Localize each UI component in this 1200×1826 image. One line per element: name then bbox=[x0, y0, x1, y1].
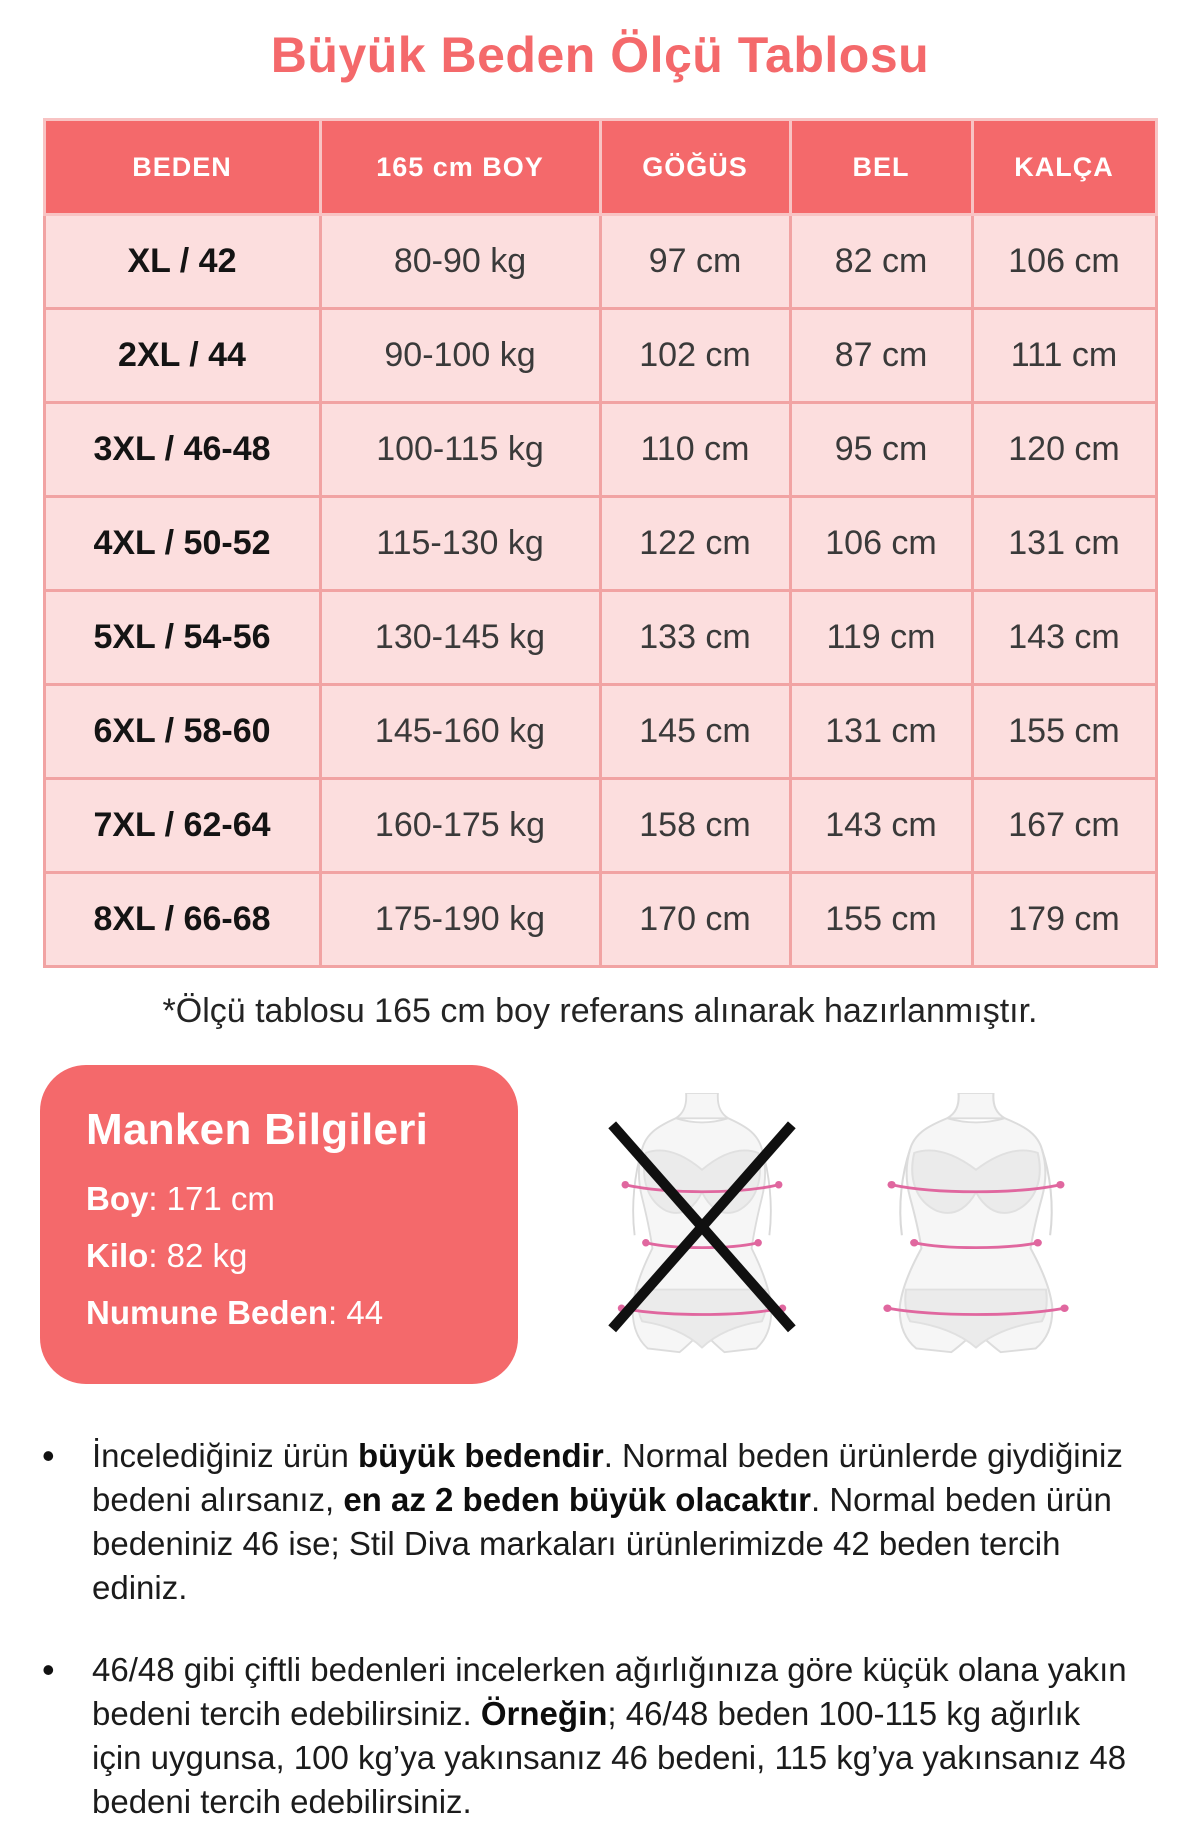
size-cell: 6XL / 58-60 bbox=[42, 683, 322, 780]
measurement-cell: 175-190 kg bbox=[318, 871, 602, 968]
measurement-cell: 106 cm bbox=[970, 213, 1158, 310]
measurement-cell: 119 cm bbox=[788, 589, 974, 686]
measurement-cell: 97 cm bbox=[598, 213, 792, 310]
table-row: 6XL / 58-60 145-160 kg 145 cm 131 cm 155 cm bbox=[42, 683, 1158, 780]
measurement-lines bbox=[621, 1183, 783, 1317]
model-info-line: Numune Beden: 44 bbox=[86, 1293, 384, 1331]
table-row: 2XL / 44 90-100 kg 102 cm 87 cm 111 cm bbox=[42, 307, 1158, 404]
size-cell: 4XL / 50-52 bbox=[42, 495, 322, 592]
model-info-lines: Boy: 171 cm Kilo: 82 kg Numune Beden: 44 bbox=[86, 1175, 474, 1337]
measurement-cell: 102 cm bbox=[598, 307, 792, 404]
measurement-cell: 106 cm bbox=[788, 495, 974, 592]
measurement-cell: 130-145 kg bbox=[318, 589, 602, 686]
measurement-cell: 143 cm bbox=[970, 589, 1158, 686]
measurement-cell: 145 cm bbox=[598, 683, 792, 780]
table-body: XL / 42 80-90 kg 97 cm 82 cm 106 cm 2XL / 44 9… bbox=[42, 213, 1158, 968]
table-row: XL / 42 80-90 kg 97 cm 82 cm 106 cm bbox=[42, 213, 1158, 310]
measurement-cell: 120 cm bbox=[970, 401, 1158, 498]
measurement-cell: 80-90 kg bbox=[318, 213, 602, 310]
measurement-cell: 100-115 kg bbox=[318, 401, 602, 498]
measurement-cell: 155 cm bbox=[788, 871, 974, 968]
model-info-label: Boy bbox=[86, 1180, 149, 1217]
column-header: GÖĞÜS bbox=[598, 118, 792, 216]
measurement-lines bbox=[887, 1183, 1065, 1317]
model-info-box: Manken Bilgileri Boy: 171 cm Kilo: 82 kg N… bbox=[40, 1065, 518, 1384]
measurement-cell: 179 cm bbox=[970, 871, 1158, 968]
measurement-cell: 133 cm bbox=[598, 589, 792, 686]
table-header-row: BEDEN 165 cm BOY GÖĞÜS BEL KALÇA bbox=[42, 118, 1158, 216]
measurement-cell: 167 cm bbox=[970, 777, 1158, 874]
bullet-dot: • bbox=[42, 1648, 55, 1690]
correct-body-figure bbox=[872, 1092, 1080, 1355]
column-header: BEL bbox=[788, 118, 974, 216]
table-row: 8XL / 66-68 175-190 kg 170 cm 155 cm 179 cm bbox=[42, 871, 1158, 968]
measurement-cell: 131 cm bbox=[970, 495, 1158, 592]
table-row: 4XL / 50-52 115-130 kg 122 cm 106 cm 131 cm bbox=[42, 495, 1158, 592]
slim-body-icon bbox=[608, 1092, 796, 1354]
column-header: BEDEN bbox=[42, 118, 322, 216]
measurement-cell: 111 cm bbox=[970, 307, 1158, 404]
measurement-cell: 122 cm bbox=[598, 495, 792, 592]
model-info-section: Manken Bilgileri Boy: 171 cm Kilo: 82 kg N… bbox=[40, 1065, 1160, 1384]
measurement-cell: 131 cm bbox=[788, 683, 974, 780]
table-row: 3XL / 46-48 100-115 kg 110 cm 95 cm 120 cm bbox=[42, 401, 1158, 498]
measurement-cell: 95 cm bbox=[788, 401, 974, 498]
measurement-cell: 87 cm bbox=[788, 307, 974, 404]
x-mark-icon bbox=[608, 1121, 796, 1333]
bullet-dot: • bbox=[42, 1434, 55, 1476]
size-cell: 8XL / 66-68 bbox=[42, 871, 322, 968]
page-title: Büyük Beden Ölçü Tablosu bbox=[270, 27, 930, 83]
measurement-cell: 158 cm bbox=[598, 777, 792, 874]
table-row: 7XL / 62-64 160-175 kg 158 cm 143 cm 167 cm bbox=[42, 777, 1158, 874]
measurement-cell: 155 cm bbox=[970, 683, 1158, 780]
note-text: 46/48 gibi çiftli bedenleri incelerken a… bbox=[92, 1650, 1127, 1820]
column-header: KALÇA bbox=[970, 118, 1158, 216]
table-footnote: *Ölçü tablosu 165 cm boy referans alınar… bbox=[162, 992, 1038, 1030]
size-cell: XL / 42 bbox=[42, 213, 322, 310]
measurement-cell: 170 cm bbox=[598, 871, 792, 968]
model-info-line: Boy: 171 cm bbox=[86, 1180, 275, 1217]
measurement-cell: 115-130 kg bbox=[318, 495, 602, 592]
size-cell: 7XL / 62-64 bbox=[42, 777, 322, 874]
measurement-cell: 160-175 kg bbox=[318, 777, 602, 874]
crossed-body-figure bbox=[598, 1092, 806, 1355]
measurement-cell: 82 cm bbox=[788, 213, 974, 310]
size-cell: 3XL / 46-48 bbox=[42, 401, 322, 498]
measurement-cell: 143 cm bbox=[788, 777, 974, 874]
note-text: İncelediğiniz ürün büyük bedendir. Norma… bbox=[92, 1436, 1123, 1606]
measurement-cell: 145-160 kg bbox=[318, 683, 602, 780]
model-info-title: Manken Bilgileri bbox=[86, 1105, 429, 1154]
measurement-cell: 90-100 kg bbox=[318, 307, 602, 404]
body-figures bbox=[518, 1092, 1160, 1355]
plus-size-body-icon bbox=[883, 1092, 1069, 1354]
column-header: 165 cm BOY bbox=[318, 118, 602, 216]
model-info-label: Kilo bbox=[86, 1236, 149, 1274]
model-info-line: Kilo: 82 kg bbox=[86, 1236, 248, 1274]
note-item: • İncelediğiniz ürün büyük bedendir. Norm… bbox=[42, 1434, 1136, 1610]
size-cell: 2XL / 44 bbox=[42, 307, 322, 404]
note-item: • 46/48 gibi çiftli bedenleri incelerken … bbox=[42, 1648, 1136, 1824]
size-cell: 5XL / 54-56 bbox=[42, 589, 322, 686]
model-info-label: Numune Beden bbox=[86, 1293, 329, 1331]
size-chart-table: BEDEN 165 cm BOY GÖĞÜS BEL KALÇA XL / 42 80-9… bbox=[42, 118, 1158, 968]
notes-list: • İncelediğiniz ürün büyük bedendir. Norm… bbox=[42, 1434, 1136, 1824]
table-row: 5XL / 54-56 130-145 kg 133 cm 119 cm 143 cm bbox=[42, 589, 1158, 686]
measurement-cell: 110 cm bbox=[598, 401, 792, 498]
